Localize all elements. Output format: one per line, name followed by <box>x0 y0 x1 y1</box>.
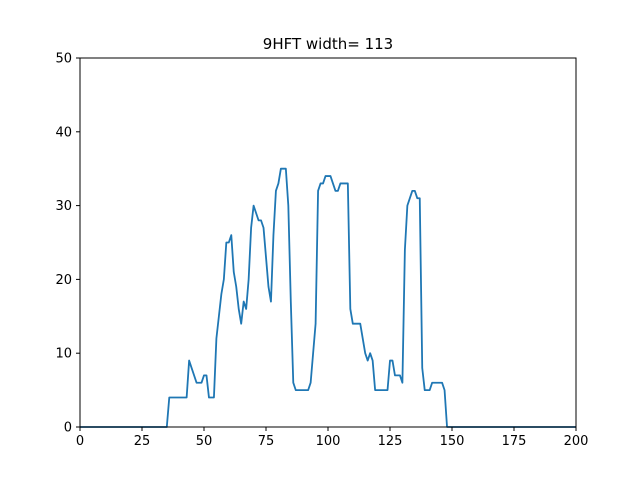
y-tick-label-4: 40 <box>55 125 72 140</box>
x-tick-label-0: 0 <box>76 434 84 449</box>
x-tick-label-6: 150 <box>440 434 465 449</box>
x-tick-label-5: 125 <box>378 434 403 449</box>
chart-title: 9HFT width= 113 <box>263 35 393 53</box>
y-tick-label-5: 50 <box>55 52 72 67</box>
y-tick-label-2: 20 <box>55 273 72 288</box>
y-tick-label-1: 10 <box>55 347 72 362</box>
y-tick-label-0: 0 <box>64 421 72 436</box>
x-tick-label-1: 25 <box>134 434 151 449</box>
y-tick-label-3: 30 <box>55 199 72 214</box>
x-tick-label-3: 75 <box>258 434 275 449</box>
x-tick-label-2: 50 <box>196 434 213 449</box>
x-tick-label-7: 175 <box>502 434 527 449</box>
plot-frame <box>79 57 577 428</box>
x-tick-label-4: 100 <box>316 434 341 449</box>
series-line-0 <box>80 167 576 428</box>
x-tick-label-8: 200 <box>564 434 589 449</box>
